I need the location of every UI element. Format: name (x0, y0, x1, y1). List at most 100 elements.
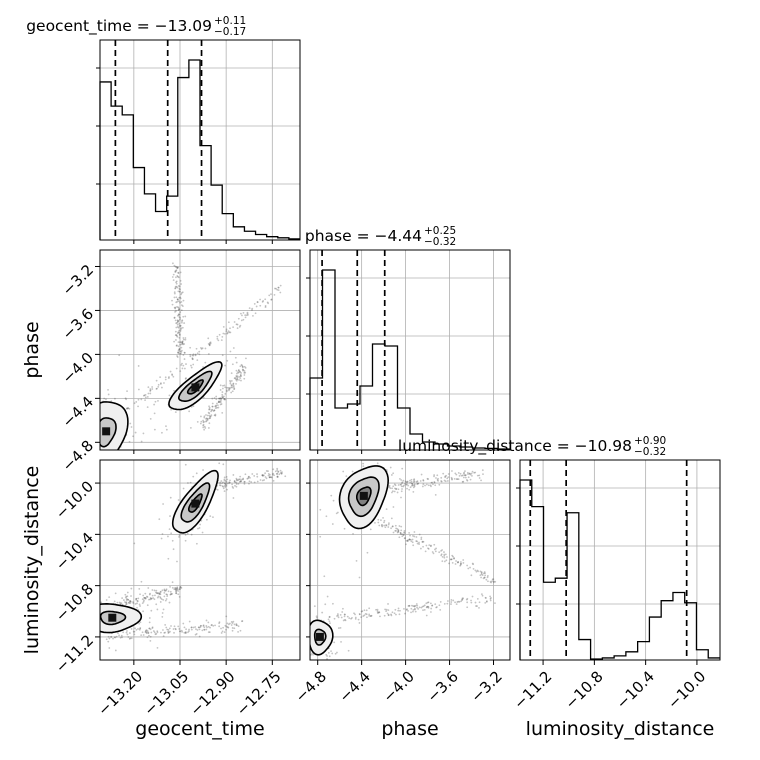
sample-point (267, 302, 270, 305)
title-upper-error-phase: +0.25 (424, 225, 456, 237)
sample-point (190, 533, 193, 536)
sample-point (455, 560, 457, 562)
sample-point (406, 481, 409, 483)
sample-point (262, 300, 265, 302)
title-lower-error-phase: −0.32 (424, 236, 456, 248)
sample-point (159, 601, 162, 603)
sample-point (391, 487, 394, 490)
sample-point (235, 375, 238, 378)
sample-point (443, 551, 445, 553)
sample-point (242, 478, 245, 481)
x-tick-label: −11.2 (510, 667, 555, 712)
sample-point (138, 587, 141, 590)
sample-point (137, 405, 139, 408)
sample-point (218, 621, 221, 624)
sample-point (110, 463, 112, 465)
sample-point (449, 558, 452, 561)
sample-point (210, 623, 213, 626)
sample-point (165, 598, 168, 600)
sample-point (402, 479, 405, 482)
sample-point (460, 562, 462, 565)
sample-point (181, 326, 184, 329)
sample-point (315, 615, 318, 618)
x-tick-label: −10.4 (613, 667, 658, 712)
sample-point (227, 626, 230, 629)
y-tick-label: −3.6 (59, 305, 97, 343)
sample-point (357, 618, 360, 621)
sample-point (231, 629, 234, 632)
sample-point (259, 298, 261, 301)
sample-point (93, 632, 95, 634)
sample-point (451, 477, 453, 480)
sample-point (340, 640, 342, 643)
sample-point (144, 399, 146, 402)
sample-point (397, 529, 400, 532)
sample-point (207, 337, 210, 340)
sample-point (150, 597, 153, 600)
sample-point (156, 646, 159, 649)
sample-point (137, 388, 140, 391)
y-tick-label: −4.8 (59, 437, 97, 475)
sample-point (231, 483, 233, 486)
sample-point (401, 533, 403, 536)
sample-point (391, 525, 394, 528)
sample-point (264, 306, 267, 308)
sample-point (253, 302, 256, 305)
sample-point (122, 599, 125, 601)
sample-point (444, 553, 447, 556)
sample-point (408, 538, 411, 541)
sample-point (486, 574, 489, 577)
sample-point (456, 561, 459, 564)
sample-point (141, 598, 144, 601)
sample-point (392, 472, 395, 475)
sample-point (390, 613, 392, 616)
sample-point (155, 379, 158, 382)
sample-point (398, 536, 401, 539)
sample-point (125, 602, 128, 605)
sample-point (414, 607, 416, 610)
sample-point (139, 627, 142, 629)
sample-point (450, 599, 453, 601)
sample-point (147, 632, 150, 634)
sample-point (494, 602, 496, 605)
sample-point (469, 478, 472, 481)
sample-point (271, 473, 274, 476)
sample-point (176, 332, 179, 335)
sample-point (233, 456, 235, 458)
sample-point (225, 615, 228, 618)
sample-point (218, 397, 221, 400)
sample-point (344, 618, 346, 621)
sample-point (329, 622, 331, 625)
sample-point (237, 436, 239, 438)
sample-point (182, 354, 185, 356)
sample-point (78, 394, 80, 396)
sample-point (153, 412, 156, 415)
sample-point (127, 601, 130, 604)
sample-point (457, 561, 460, 563)
sample-point (165, 428, 168, 431)
sample-point (202, 419, 204, 422)
sample-point (443, 553, 446, 556)
sample-point (440, 480, 442, 482)
sample-point (413, 480, 416, 483)
sample-point (256, 475, 259, 478)
sample-point (207, 418, 209, 420)
x-tick-label: −12.90 (187, 667, 239, 719)
sample-point (140, 440, 143, 443)
sample-point (434, 493, 437, 496)
sample-point (204, 427, 207, 429)
sample-point (135, 628, 138, 631)
sample-point (174, 310, 176, 313)
sample-point (208, 343, 211, 346)
sample-point (252, 314, 254, 317)
sample-point (391, 490, 394, 493)
sample-point (413, 478, 416, 481)
sample-point (229, 331, 232, 334)
sample-point (179, 585, 182, 588)
sample-point (211, 405, 214, 408)
sample-point (173, 317, 176, 319)
sample-point (261, 474, 264, 477)
sample-point (179, 328, 182, 331)
sample-point (459, 563, 462, 566)
sample-point (280, 472, 283, 475)
